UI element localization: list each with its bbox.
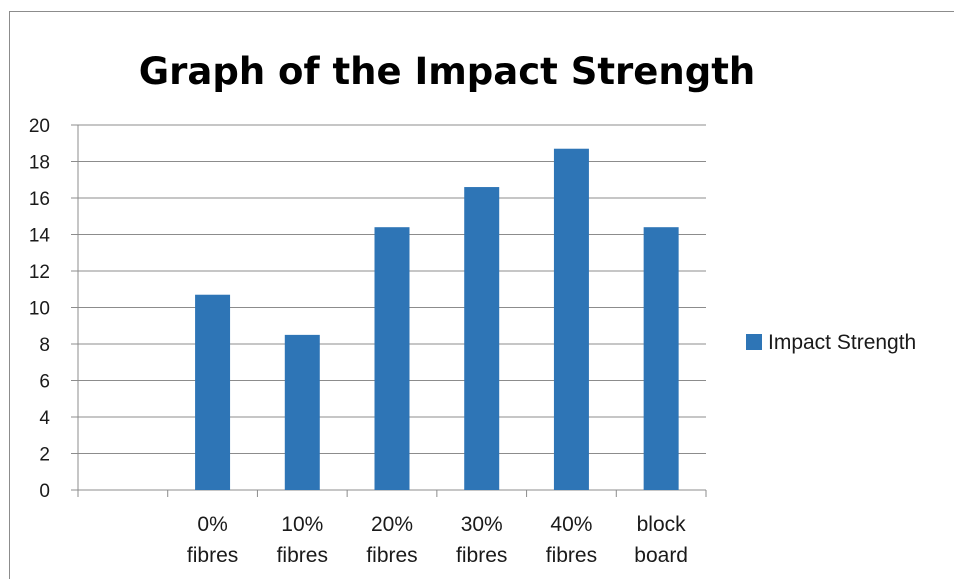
y-tick-label: 8 <box>39 335 50 356</box>
legend-label: Impact Strength <box>768 331 916 354</box>
y-tick-label: 14 <box>29 226 51 247</box>
y-tick-label: 20 <box>29 116 50 137</box>
bar <box>464 187 500 491</box>
y-tick-label: 18 <box>29 153 50 174</box>
legend-swatch <box>746 334 762 350</box>
y-tick-label: 2 <box>39 445 50 466</box>
x-category-label: 30% fibres <box>456 513 507 567</box>
y-tick-label: 4 <box>39 408 50 429</box>
x-category-label: 10% fibres <box>277 513 328 567</box>
y-axis: 0 2 4 6 8 10 12 14 16 18 20 <box>29 116 79 502</box>
x-axis <box>77 490 707 497</box>
y-tick-label: 0 <box>39 481 50 502</box>
y-tick-label: 12 <box>29 262 50 283</box>
x-category-label: block board <box>634 513 688 567</box>
y-tick-label: 16 <box>29 189 50 210</box>
bar <box>284 334 320 490</box>
y-tick-label: 10 <box>29 299 50 320</box>
category-labels: 0% fibres 10% fibres 20% fibres 30% fibres 40% fi… <box>187 513 688 567</box>
bar <box>195 294 231 490</box>
chart-frame <box>9 11 954 579</box>
bars <box>195 148 679 491</box>
chart-title: Graph of the Impact Strength <box>139 50 756 93</box>
legend: Impact Strength <box>746 331 916 354</box>
bar <box>553 148 589 490</box>
y-tick-label: 6 <box>39 372 50 393</box>
bar <box>374 227 410 490</box>
x-category-label: 0% fibres <box>187 513 238 567</box>
x-category-label: 20% fibres <box>366 513 417 567</box>
x-category-label: 40% fibres <box>546 513 597 567</box>
bar <box>643 227 679 490</box>
